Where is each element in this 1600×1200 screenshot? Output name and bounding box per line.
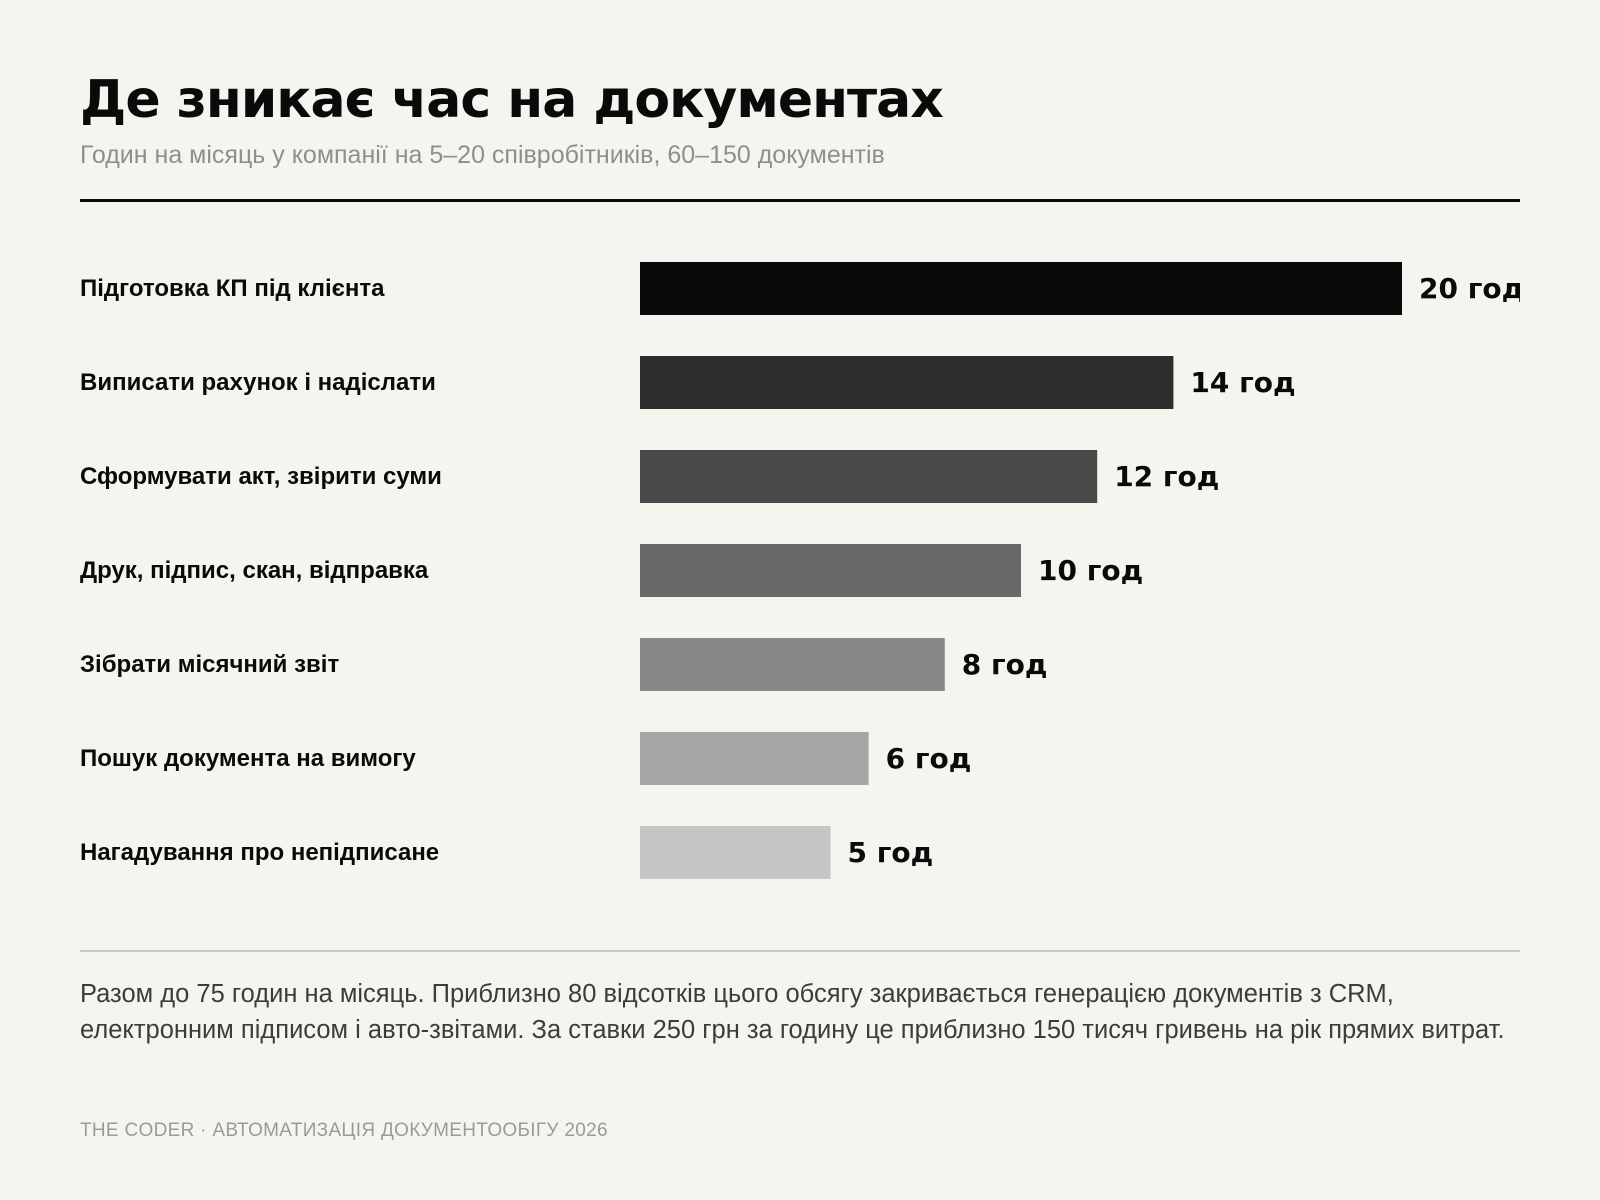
page-title: Де зникає час на документах <box>80 70 944 130</box>
value-label: 12 год <box>1114 460 1219 493</box>
bar <box>640 356 1174 409</box>
value-label: 14 год <box>1190 366 1295 399</box>
category-label: Зібрати місячний звіт <box>80 651 339 678</box>
page-subtitle: Годин на місяць у компанії на 5–20 співр… <box>80 141 885 169</box>
category-label: Підготовка КП під клієнта <box>80 275 385 302</box>
category-label: Пошук документа на вимогу <box>80 745 416 772</box>
category-label: Друк, підпис, скан, відправка <box>80 557 429 584</box>
bar <box>640 450 1098 503</box>
infographic: Де зникає час на документах Годин на міс… <box>80 0 1520 1200</box>
value-label: 5 год <box>848 836 934 869</box>
bar <box>640 262 1402 315</box>
summary-note: Разом до 75 годин на місяць. Приблизно 8… <box>80 980 1505 1044</box>
bar <box>640 544 1021 597</box>
value-label: 20 год <box>1419 272 1520 305</box>
footer-credit: THE CODER · АВТОМАТИЗАЦІЯ ДОКУМЕНТООБІГУ… <box>80 1120 608 1141</box>
bar <box>640 826 831 879</box>
value-label: 8 год <box>962 648 1048 681</box>
bar-chart-svg: Підготовка КП під клієнта 20 год Виписати … <box>80 262 1520 879</box>
category-label: Виписати рахунок і надіслати <box>80 369 436 396</box>
category-label: Сформувати акт, звірити суми <box>80 463 442 490</box>
bar-chart: Підготовка КП під клієнта 20 год Виписати … <box>80 240 1520 900</box>
top-divider <box>80 199 1520 202</box>
bar <box>640 638 945 691</box>
bottom-divider <box>80 950 1520 952</box>
category-label: Нагадування про непідписане <box>80 839 439 866</box>
value-label: 10 год <box>1038 554 1143 587</box>
bar <box>640 732 869 785</box>
value-label: 6 год <box>886 742 972 775</box>
